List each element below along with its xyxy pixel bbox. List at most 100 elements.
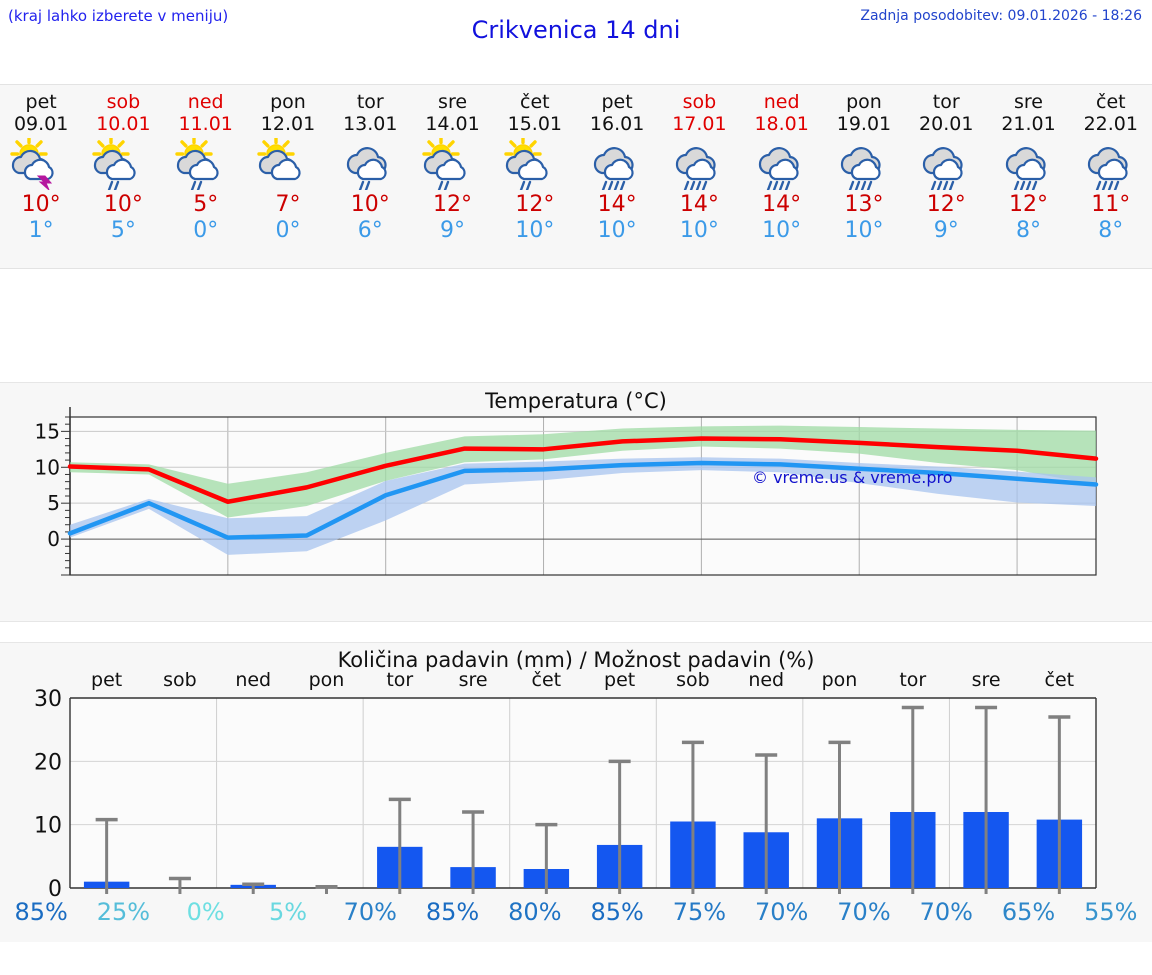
weather-icon-wrapper [828, 138, 900, 190]
temp-min-label: 10° [844, 218, 884, 243]
weather-icon-wrapper [5, 138, 77, 190]
forecast-day-column[interactable]: sob 17.01 14° 10° [658, 85, 740, 268]
sun-cloud-rain-icon [421, 138, 466, 190]
precipitation-chart-panel: Količina padavin (mm) / Možnost padavin … [0, 642, 1152, 942]
temp-min-label: 8° [1016, 218, 1042, 243]
day-date-label: 10.01 [96, 113, 151, 135]
temp-max-label: 10° [103, 192, 143, 217]
weather-icon-wrapper [581, 138, 653, 190]
precipitation-probability-row: 85% 25% 0% 5% 70% 85% 80% 85% 75% 70% 70% 70% 65% 55% [0, 898, 1152, 942]
day-date-label: 13.01 [343, 113, 398, 135]
day-date-label: 09.01 [13, 113, 69, 135]
temp-max-label: 12° [515, 192, 555, 217]
precipitation-probability-label: 70% [837, 898, 891, 926]
svg-text:10: 10 [34, 814, 62, 839]
svg-text:5: 5 [47, 491, 60, 515]
temp-max-label: 10° [350, 192, 390, 217]
precip-day-label: čet [532, 669, 562, 691]
sun-cloud-thunder-icon [10, 138, 54, 190]
temp-max-label: 7° [275, 192, 301, 217]
weather-icon-wrapper [170, 138, 242, 190]
svg-text:15: 15 [35, 419, 60, 443]
day-of-week-label: pon [270, 91, 306, 113]
temp-max-label: 13° [844, 192, 884, 217]
temp-min-label: 8° [1098, 218, 1124, 243]
forecast-day-column[interactable]: pet 16.01 14° 10° [576, 85, 658, 268]
last-updated: Zadnja posodobitev: 09.01.2026 - 18:26 [860, 8, 1142, 24]
precipitation-probability-label: 65% [1001, 898, 1056, 926]
day-date-label: 14.01 [425, 113, 480, 135]
temperature-band [70, 425, 1096, 518]
cloud-heavy-rain-icon [676, 147, 717, 190]
svg-text:30: 30 [34, 687, 62, 712]
precipitation-chart-title: Količina padavin (mm) / Možnost padavin … [337, 648, 815, 672]
menu-hint: (kraj lahko izberete v meniju) [8, 7, 229, 25]
precipitation-probability-label: 85% [425, 898, 480, 926]
temp-min-label: 10° [679, 218, 719, 243]
precip-day-label: čet [1045, 669, 1075, 691]
precip-day-label: pet [91, 669, 122, 691]
forecast-day-column[interactable]: pet 09.01 10° 1° [0, 85, 82, 268]
temp-max-label: 12° [926, 192, 966, 217]
precipitation-probability-label: 70% [755, 898, 809, 926]
temp-min-label: 10° [515, 218, 555, 243]
svg-text:20: 20 [34, 750, 62, 775]
temp-min-label: 1° [28, 218, 54, 243]
day-date-label: 21.01 [1001, 113, 1056, 135]
day-of-week-label: tor [356, 91, 384, 113]
forecast-day-column[interactable]: sre 14.01 12° 9° [411, 85, 493, 268]
cloud-heavy-rain-icon [594, 147, 634, 190]
temp-min-label: 9° [440, 218, 466, 243]
temp-max-label: 14° [679, 192, 719, 217]
precipitation-probability-label: 70% [343, 898, 397, 926]
temp-max-label: 14° [597, 192, 637, 217]
temp-max-label: 10° [21, 192, 61, 217]
temp-max-label: 12° [433, 192, 473, 217]
forecast-day-column[interactable]: sob 10.01 10° 5° [82, 85, 164, 268]
temp-min-label: 6° [357, 218, 383, 243]
weather-icon-wrapper [663, 138, 735, 190]
forecast-day-column[interactable]: čet 22.01 11° 8° [1070, 85, 1152, 268]
temp-min-label: 0° [275, 218, 301, 243]
temp-min-label: 9° [933, 218, 959, 243]
day-of-week-label: sre [438, 91, 468, 113]
forecast-day-column[interactable]: ned 11.01 5° 0° [165, 85, 247, 268]
cloud-heavy-rain-icon [923, 147, 963, 190]
precipitation-probability-label: 5% [268, 898, 308, 926]
precip-day-label: sre [972, 669, 1001, 691]
day-date-label: 11.01 [178, 113, 233, 135]
daily-forecast-strip: pet 09.01 10° 1° sob 10.01 10° 5° ned 11.01 5° 0° po… [0, 84, 1152, 269]
precip-day-label: ned [235, 669, 271, 691]
forecast-day-column[interactable]: čet 15.01 12° 10° [494, 85, 576, 268]
forecast-day-column[interactable]: tor 20.01 12° 9° [905, 85, 987, 268]
weather-icon-wrapper [746, 138, 818, 190]
temp-min-label: 10° [762, 218, 802, 243]
weather-icon-wrapper [87, 138, 159, 190]
day-of-week-label: sob [682, 91, 717, 113]
temp-min-label: 0° [193, 218, 219, 243]
weather-icon-wrapper [334, 138, 406, 190]
forecast-day-column[interactable]: sre 21.01 12° 8° [987, 85, 1069, 268]
sun-cloud-icon [257, 138, 301, 181]
temperature-line [67, 436, 1099, 504]
precip-day-label: sre [459, 669, 488, 691]
precipitation-probability-label: 70% [919, 898, 973, 926]
forecast-day-column[interactable]: tor 13.01 10° 6° [329, 85, 411, 268]
sun-cloud-rain-icon [175, 138, 219, 190]
forecast-day-column[interactable]: pon 19.01 13° 10° [823, 85, 905, 268]
forecast-day-column[interactable]: pon 12.01 7° 0° [247, 85, 329, 268]
precipitation-probability-label: 85% [14, 898, 68, 926]
day-of-week-label: tor [932, 91, 960, 113]
day-date-label: 20.01 [919, 113, 974, 135]
forecast-day-column[interactable]: ned 18.01 14° 10° [741, 85, 823, 268]
page-title: Crikvenica 14 dni [471, 16, 681, 44]
cloud-heavy-rain-icon [758, 147, 799, 190]
precip-day-label: sob [676, 669, 710, 691]
precipitation-probability-label: 55% [1084, 898, 1138, 926]
precip-day-label: pon [822, 669, 858, 691]
precip-day-label: pon [309, 669, 345, 691]
temp-max-label: 5° [193, 192, 219, 217]
cloud-rain-icon [347, 147, 387, 190]
day-date-label: 19.01 [836, 113, 892, 135]
